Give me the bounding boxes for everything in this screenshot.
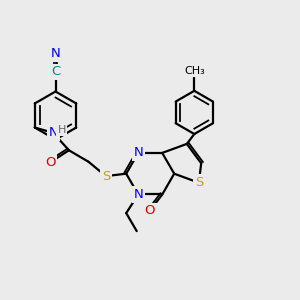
Text: S: S [102, 169, 110, 183]
Text: CH₃: CH₃ [184, 66, 205, 76]
Text: O: O [45, 156, 56, 169]
Text: N: N [133, 188, 143, 201]
Text: N: N [48, 126, 58, 140]
Text: N: N [133, 146, 143, 159]
Text: N: N [51, 47, 60, 60]
Text: S: S [195, 176, 203, 189]
Text: O: O [144, 205, 155, 218]
Text: C: C [51, 65, 60, 79]
Text: H: H [58, 125, 66, 135]
